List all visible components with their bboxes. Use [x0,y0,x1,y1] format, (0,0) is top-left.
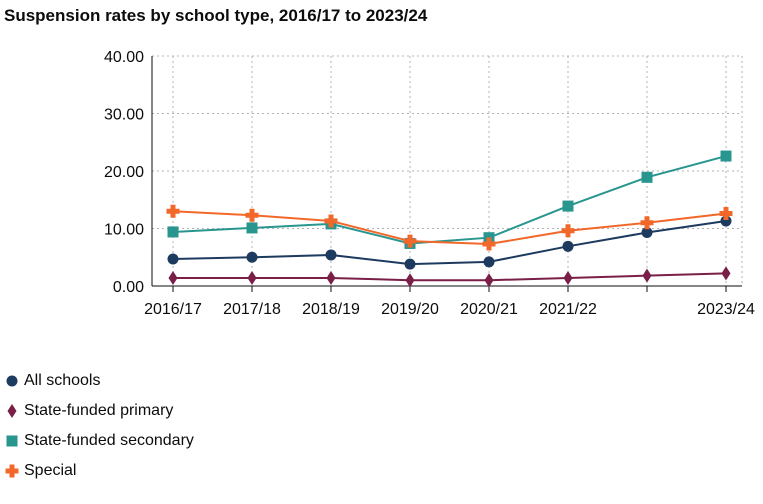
legend-item: All schools [4,366,194,396]
data-point [484,273,494,288]
data-point [246,251,258,263]
data-point [324,214,338,228]
series-state-funded-primary [168,266,731,288]
legend-symbol [7,404,17,418]
data-point [719,207,733,221]
data-point [483,256,495,268]
legend-symbol [5,464,19,478]
legend-item: State-funded primary [4,396,194,426]
square-marker-icon [6,435,18,447]
data-point [563,270,573,285]
data-point [405,273,415,288]
data-point [404,258,416,270]
y-tick-label: 10.00 [104,222,144,239]
series-line [172,155,727,245]
x-tick-label: 2016/17 [144,301,202,318]
data-point [247,270,257,285]
data-point [245,208,259,222]
data-point [325,249,337,261]
series-line [172,210,727,246]
y-tick-label: 20.00 [104,164,144,181]
y-tick-label: 0.00 [113,279,144,296]
x-tick-label: 2017/18 [223,301,281,318]
series-line [173,272,727,282]
x-tick-label: 2023/24 [697,301,755,318]
x-tick-label: 2020/21 [460,301,518,318]
chart-title: Suspension rates by school type, 2016/17… [4,6,428,25]
data-point [562,200,574,212]
legend-symbol [6,435,18,447]
data-point [561,224,575,238]
legend-label: State-funded primary [24,402,174,419]
x-tick-label: 2019/20 [381,301,439,318]
legend-item: State-funded secondary [4,426,194,456]
legend-item: Special [4,456,194,486]
series-all-schools [167,215,732,270]
data-point [640,216,654,230]
data-point [721,266,731,281]
data-point [167,253,179,265]
data-point [326,270,336,285]
data-point [641,227,653,239]
series-special [166,204,733,251]
y-tick-label: 40.00 [104,49,144,66]
data-point [246,222,258,234]
legend-label: All schools [24,372,101,389]
data-point [167,226,179,238]
circle-marker-icon [6,375,18,387]
legend-symbol [6,375,18,387]
series-group [166,150,733,288]
data-point [166,204,180,218]
series-line [172,220,727,266]
diamond-marker-icon [7,404,17,418]
x-tick-label: 2021/22 [539,301,597,318]
data-point [562,240,574,252]
legend: All schools State-funded primary State-fun… [4,366,194,486]
legend-label: State-funded secondary [24,432,194,449]
gridlines [152,55,743,286]
data-point [482,237,496,251]
data-point [168,270,178,285]
legend-label: Special [24,462,77,479]
line-chart: 0.00 10.00 20.00 30.00 40.00 2016/17 2017/18 20… [104,49,755,318]
data-point [641,171,653,183]
data-point [720,150,732,162]
tick-labels: 0.00 10.00 20.00 30.00 40.00 2016/17 2017/18 20… [104,49,755,318]
data-point [403,234,417,248]
cross-marker-icon [5,464,19,478]
data-point [642,268,652,283]
x-tick-label: 2018/19 [302,301,360,318]
data-point [720,215,732,227]
y-tick-label: 30.00 [104,107,144,124]
